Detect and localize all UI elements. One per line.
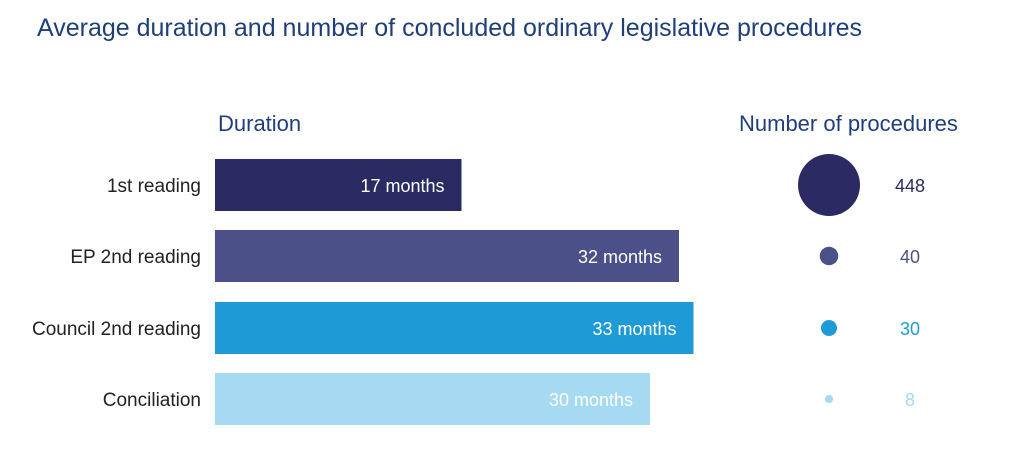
procedure-bubble bbox=[819, 246, 839, 266]
duration-bar bbox=[215, 373, 650, 425]
duration-value-label: 30 months bbox=[549, 390, 633, 410]
chart-rows: 1st reading 17 months 448 EP 2nd reading 32 … bbox=[32, 154, 925, 425]
duration-bar bbox=[215, 230, 679, 282]
chart-title: Average duration and number of concluded… bbox=[37, 14, 862, 42]
procedure-count-label: 30 bbox=[900, 319, 920, 339]
duration-header: Duration bbox=[218, 111, 301, 136]
procedure-count-label: 448 bbox=[895, 176, 925, 196]
duration-bar bbox=[215, 159, 462, 211]
duration-value-label: 17 months bbox=[360, 176, 444, 196]
procedure-bubble bbox=[824, 394, 834, 404]
duration-value-label: 33 months bbox=[592, 319, 676, 339]
category-label: 1st reading bbox=[107, 176, 201, 197]
category-label: Council 2nd reading bbox=[32, 319, 201, 340]
procedure-bubble bbox=[798, 154, 860, 216]
procedure-bubble bbox=[820, 319, 838, 337]
category-label: EP 2nd reading bbox=[70, 247, 201, 268]
procedure-count-label: 40 bbox=[900, 247, 920, 267]
procedure-count-label: 8 bbox=[905, 390, 915, 410]
duration-value-label: 32 months bbox=[578, 247, 662, 267]
duration-bar bbox=[215, 302, 694, 354]
procedures-header: Number of procedures bbox=[739, 111, 958, 136]
category-label: Conciliation bbox=[103, 390, 201, 411]
